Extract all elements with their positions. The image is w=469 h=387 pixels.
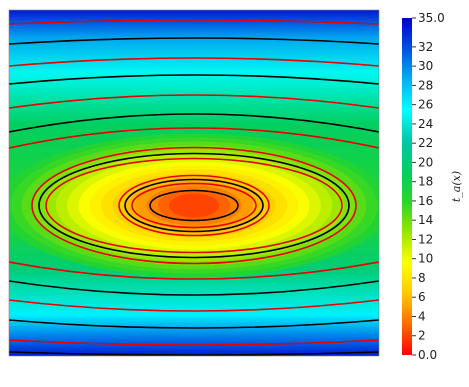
contour-line (9, 351, 379, 356)
contour-line (9, 319, 379, 329)
colorbar-tick-label: 30 (418, 59, 433, 73)
colorbar-tick-label: 12 (418, 232, 433, 246)
contour-line (9, 19, 379, 25)
colorbar-tick-label: 20 (418, 155, 433, 169)
contour-line (9, 57, 379, 67)
contour-line (9, 94, 379, 109)
colorbar-title: t_a(x) (450, 171, 463, 202)
colorbar-tick-label: 22 (418, 136, 433, 150)
contour-line (9, 299, 379, 312)
colorbar-tick-label: 26 (418, 98, 433, 112)
colorbar-tick-label: 6 (418, 290, 426, 304)
contour-line (9, 74, 379, 85)
contour-line (149, 189, 239, 222)
contour-line (38, 152, 350, 259)
colorbar-tick-label: 14 (418, 213, 433, 227)
colorbar: 0.0246810121416182022242628303235.0t_a(x… (402, 11, 463, 362)
contour-line (9, 339, 379, 346)
colorbar-tick-label: 2 (418, 329, 426, 343)
contour-line (131, 182, 257, 229)
contour-line (9, 37, 379, 45)
contour-line (9, 113, 379, 133)
colorbar-gradient (402, 18, 412, 355)
colorbar-tick-label: 32 (418, 40, 433, 54)
contour-line (9, 127, 379, 149)
colorbar-tick-label: 24 (418, 117, 433, 131)
colorbar-tick-label: 35.0 (418, 11, 445, 25)
contour-line (9, 261, 379, 280)
contour-line (45, 157, 343, 254)
colorbar-tick-label: 0.0 (418, 348, 437, 362)
colorbar-tick-label: 28 (418, 78, 433, 92)
contour-line (118, 174, 270, 237)
colorbar-tick-label: 16 (418, 194, 433, 208)
colorbar-tick-label: 4 (418, 309, 426, 323)
plot-area (8, 9, 380, 357)
plot-frame (8, 9, 380, 357)
contour-line (31, 146, 357, 265)
colorbar-tick-label: 18 (418, 175, 433, 189)
contour-line (9, 280, 379, 296)
field-level-band (169, 193, 219, 218)
colorbar-tick-label: 10 (418, 252, 433, 266)
contour-line (124, 178, 264, 233)
colorbar-tick-label: 8 (418, 271, 426, 285)
